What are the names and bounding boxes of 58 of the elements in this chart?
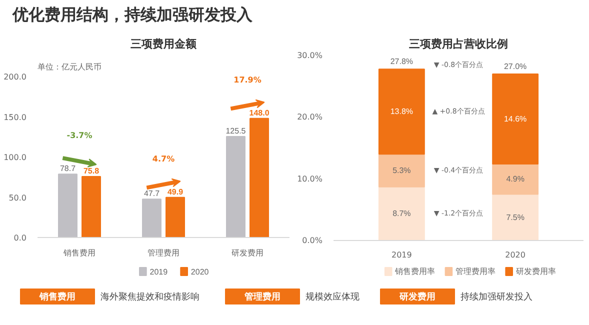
y-tick-label: 200.0 — [4, 72, 27, 82]
data-label: 14.6% — [504, 114, 527, 124]
bar — [378, 186, 425, 240]
bar — [492, 74, 539, 165]
text: 优化费用结构，持续加强研发投入 — [12, 6, 254, 24]
x-tick-label: 2019 — [392, 250, 412, 260]
bar — [226, 136, 246, 238]
text: 规模效应体现 — [306, 292, 360, 302]
legend-label: 2019 — [150, 268, 168, 276]
bar — [378, 154, 425, 188]
x-tick-label: 2020 — [505, 250, 526, 260]
data-label: 125.5 — [226, 126, 246, 136]
x-tick-label: 研发费用 — [232, 248, 264, 258]
x-tick-label: 销售费用 — [62, 248, 96, 258]
text: 研发费用 — [398, 292, 436, 302]
data-label: 7.5% — [506, 212, 524, 222]
annotation: 4.7% — [152, 154, 175, 164]
text: 管理费用 — [244, 292, 280, 302]
text: 海外聚焦提效和疫情影响 — [100, 292, 200, 302]
data-label: 148.0 — [249, 108, 270, 118]
annotation: 17.9% — [234, 75, 262, 84]
bar — [82, 176, 101, 238]
y-tick-label: 100.0 — [4, 153, 27, 162]
x-tick-label: 管理费用 — [148, 248, 180, 258]
data-label: 13.8% — [390, 107, 414, 116]
annotation: -3.7% — [66, 131, 92, 140]
data-label: 47.7 — [144, 189, 160, 198]
data-label: 8.7% — [392, 209, 411, 218]
text: 单位：亿元人民币 — [38, 62, 102, 72]
bar — [492, 194, 539, 240]
bar — [492, 164, 539, 195]
legend-label: 研发费用率 — [516, 267, 556, 276]
data-label: 5.3% — [392, 166, 411, 176]
bar — [142, 198, 162, 238]
bar — [250, 118, 269, 238]
y-tick-label: 20.0% — [297, 112, 323, 122]
bar — [166, 196, 185, 238]
legend-label: 销售费用率 — [394, 267, 436, 276]
y-tick-label: 0.0 — [14, 234, 27, 242]
data-label: 75.8 — [83, 166, 100, 176]
y-tick-label: 10.0% — [297, 174, 323, 184]
chart-title: 三项费用占营收比例 — [409, 38, 508, 50]
y-tick-label: 150.0 — [4, 112, 27, 122]
y-tick-label: 30.0% — [297, 51, 323, 60]
data-label: 49.9 — [167, 187, 184, 196]
total-label: 27.8% — [390, 57, 414, 66]
y-tick-label: 50.0 — [8, 193, 26, 202]
total-label: 27.0% — [504, 62, 527, 71]
y-tick-label: 0.0% — [302, 236, 323, 245]
text: 销售费用 — [38, 292, 76, 302]
chart-title: 三项费用金额 — [130, 38, 198, 50]
data-label: 78.7 — [60, 164, 76, 174]
bar — [58, 174, 78, 238]
bar — [378, 68, 425, 155]
legend-label: 2020 — [190, 268, 210, 276]
legend-label: 管理费用率 — [456, 267, 496, 276]
data-label: 4.9% — [506, 174, 524, 184]
text: 持续加强研发投入 — [460, 292, 532, 302]
